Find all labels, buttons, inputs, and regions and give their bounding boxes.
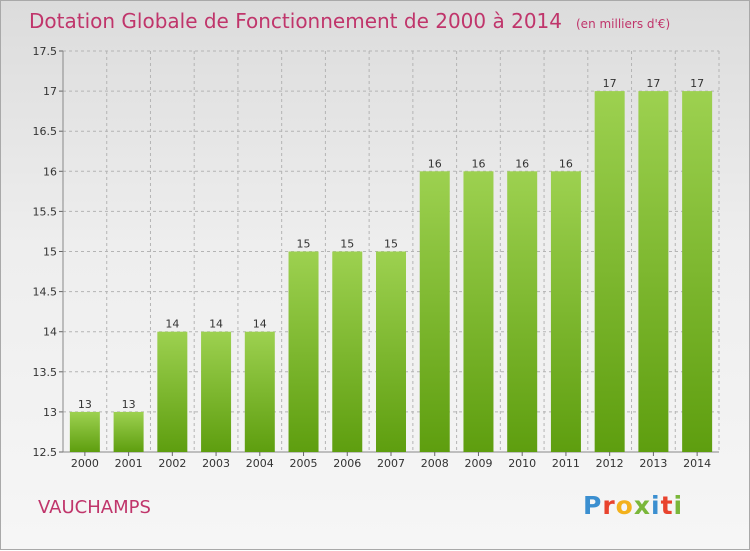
- labels: 13 2000 13 2001 14 2002 14 2003 14 2004 15 2005 15 20…: [71, 77, 711, 470]
- data-label: 16: [515, 157, 529, 170]
- x-tick-label: 2002: [158, 457, 186, 470]
- logo-letter: r: [602, 491, 616, 520]
- data-label: 13: [122, 398, 136, 411]
- data-label: 16: [428, 157, 442, 170]
- data-label: 14: [253, 318, 267, 331]
- bar-2004: [244, 331, 275, 452]
- x-tick-label: 2006: [333, 457, 361, 470]
- x-tick-label: 2009: [464, 457, 492, 470]
- logo-letter: o: [615, 491, 634, 520]
- data-label: 13: [78, 398, 92, 411]
- bar-2014: [682, 91, 713, 452]
- y-tick-label: 17: [43, 85, 57, 98]
- bar-2001: [113, 411, 144, 452]
- data-label: 16: [471, 157, 485, 170]
- data-label: 14: [165, 318, 179, 331]
- data-label: 17: [690, 77, 704, 90]
- bar-2006: [332, 251, 363, 452]
- commune-name: VAUCHAMPS: [38, 497, 151, 518]
- y-tick-label: 13: [43, 406, 57, 419]
- x-tick-label: 2003: [202, 457, 230, 470]
- logo-letter: t: [660, 491, 674, 520]
- bar-2010: [507, 171, 538, 453]
- y-tick-label: 13.5: [33, 366, 58, 379]
- logo-letter: i: [673, 491, 684, 520]
- y-tick-label: 14: [43, 326, 57, 339]
- chart-title: Dotation Globale de Fonctionnement de 20…: [29, 9, 670, 33]
- y-tick-label: 17.5: [33, 45, 58, 58]
- bar-2003: [201, 331, 232, 452]
- bar-2012: [594, 91, 625, 452]
- bar-2000: [69, 411, 100, 452]
- data-label: 16: [559, 157, 573, 170]
- x-tick-label: 2010: [508, 457, 536, 470]
- x-tick-label: 2008: [421, 457, 449, 470]
- bar-2008: [419, 171, 450, 453]
- bar-2011: [550, 171, 581, 453]
- x-tick-label: 2001: [115, 457, 143, 470]
- chart-title-text: Dotation Globale de Fonctionnement de 20…: [29, 9, 562, 33]
- proxiti-logo[interactable]: Proxiti: [583, 491, 683, 520]
- bars: [69, 91, 713, 453]
- y-tick-label: 16.5: [33, 125, 58, 138]
- bar-2013: [638, 91, 669, 452]
- y-tick-label: 16: [43, 165, 57, 178]
- x-tick-label: 2000: [71, 457, 99, 470]
- logo-letter: x: [633, 491, 651, 520]
- bar-2005: [288, 251, 319, 452]
- x-tick-label: 2012: [596, 457, 624, 470]
- logo-letter: i: [651, 491, 661, 520]
- chart-unit: (en milliers d'€): [576, 17, 671, 31]
- y-tick-label: 15: [43, 246, 57, 259]
- bar-2002: [157, 331, 188, 452]
- logo-letter: P: [583, 491, 603, 520]
- data-label: 15: [384, 238, 398, 251]
- x-tick-label: 2013: [639, 457, 667, 470]
- x-tick-label: 2005: [290, 457, 318, 470]
- data-label: 15: [297, 238, 311, 251]
- x-tick-label: 2011: [552, 457, 580, 470]
- y-tick-label: 15.5: [33, 205, 58, 218]
- data-label: 14: [209, 318, 223, 331]
- bar-2009: [463, 171, 494, 453]
- x-tick-label: 2014: [683, 457, 711, 470]
- x-tick-label: 2007: [377, 457, 405, 470]
- bar-2007: [376, 251, 406, 452]
- data-label: 17: [646, 77, 660, 90]
- data-label: 17: [603, 77, 617, 90]
- y-tick-label: 12.5: [33, 446, 58, 459]
- y-tick-label: 14.5: [33, 286, 58, 299]
- x-tick-label: 2004: [246, 457, 274, 470]
- data-label: 15: [340, 238, 354, 251]
